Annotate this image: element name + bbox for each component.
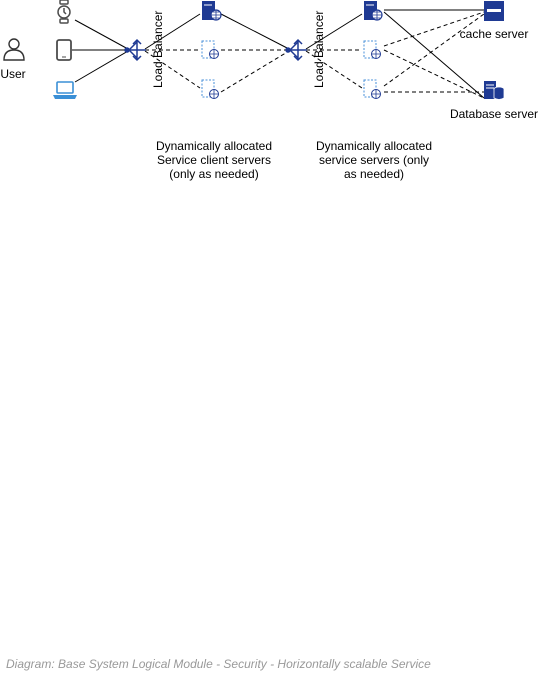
load-balancer-icon	[124, 38, 146, 62]
service-servers-note: Dynamically allocated service servers (o…	[308, 139, 440, 181]
load-balancer-icon	[285, 38, 307, 62]
cache-server-label: cache server	[460, 27, 529, 41]
smartwatch-icon	[57, 0, 71, 24]
edge-laptop-lb1	[74, 50, 129, 83]
edge-client1-lb2	[220, 13, 290, 50]
edge-client3-lb2	[220, 50, 290, 93]
smartphone-icon	[56, 39, 72, 61]
edge-lb1-client1	[144, 13, 201, 50]
note-line: Service client servers	[156, 153, 272, 167]
diagram-caption: Diagram: Base System Logical Module - Se…	[6, 657, 431, 671]
load-balancer-1-label: Load Balancer	[151, 11, 165, 88]
edge-service1-db	[383, 11, 485, 99]
web-server-dynamic-icon	[363, 79, 381, 99]
note-line: Dynamically allocated	[155, 139, 273, 153]
architecture-diagram: User Load Balancer	[0, 0, 538, 121]
note-line: (only as needed)	[169, 167, 259, 181]
laptop-icon	[53, 81, 77, 99]
edge-lb2-service1	[305, 13, 363, 50]
web-server-icon	[364, 1, 383, 21]
load-balancer-2-label: Load Balancer	[312, 11, 326, 88]
web-server-dynamic-icon	[201, 40, 219, 59]
database-server-icon	[484, 81, 505, 100]
database-server-label: Database server	[450, 107, 538, 121]
web-server-icon	[202, 1, 222, 21]
note-line: service servers (only	[318, 153, 430, 167]
connectors	[72, 9, 485, 99]
client-servers-note: Dynamically allocated Service client ser…	[147, 139, 281, 181]
cache-server-icon	[484, 1, 504, 21]
user-icon	[3, 38, 25, 61]
edge-service2-db	[383, 49, 485, 99]
note-line: as needed)	[343, 167, 405, 181]
web-server-dynamic-icon	[363, 40, 381, 59]
edge-service2-cache	[383, 11, 485, 47]
web-server-dynamic-icon	[201, 79, 219, 99]
edge-watch-lb1	[74, 19, 129, 50]
user-label: User	[0, 67, 25, 81]
note-line: Dynamically allocated	[315, 139, 433, 153]
